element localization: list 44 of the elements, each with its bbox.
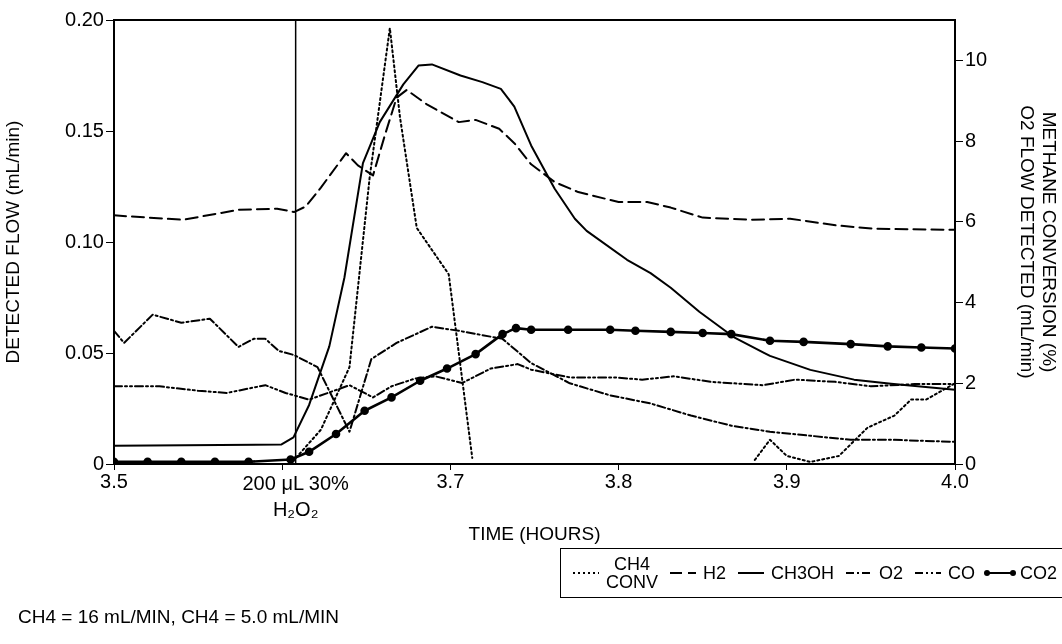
point: [765, 336, 775, 346]
point: [799, 337, 808, 347]
point: [442, 364, 452, 373]
legend-label: H2: [703, 563, 727, 583]
y2-axis-title: METHANE CONVERSION (%) O2 FLOW DETECTED (mL/min): [1016, 105, 1061, 379]
point: [846, 339, 856, 349]
y2-tick-label: 6: [965, 209, 977, 232]
point: [498, 329, 507, 339]
point: [286, 455, 295, 464]
legend-label: CH3OH: [771, 563, 835, 583]
point: [883, 342, 893, 351]
legend-label: CH4 CONV: [606, 554, 659, 592]
x-tick-label: 3.8: [604, 469, 633, 492]
ref-line-label: 200 μL 30% H₂O₂: [242, 471, 350, 520]
x-axis-title: TIME (HOURS): [468, 522, 601, 544]
y-tick-label: 0.05: [65, 340, 104, 363]
x-tick-label: 3.9: [772, 469, 801, 492]
y-tick-label: 0.10: [65, 229, 104, 252]
point: [526, 325, 536, 334]
y-axis-title: DETECTED FLOW (mL/min): [1, 120, 23, 364]
point: [631, 326, 640, 336]
point: [304, 447, 314, 457]
point: [331, 429, 341, 439]
point: [917, 343, 926, 352]
point: [387, 393, 396, 402]
y2-tick-label: 8: [965, 128, 977, 151]
y2-tick-label: 10: [965, 47, 988, 70]
point: [511, 323, 521, 333]
point: [244, 457, 253, 464]
y-tick-label: 0.20: [65, 7, 104, 30]
legend-label: CO2: [1020, 563, 1058, 583]
legend-label: O2: [879, 563, 904, 583]
x-tick-label: 3.7: [436, 469, 465, 492]
y2-tick-label: 2: [965, 370, 977, 393]
point: [563, 325, 573, 334]
point: [698, 328, 707, 338]
y2-tick-label: 4: [965, 290, 977, 313]
point: [471, 349, 480, 359]
text: CH4 = 16 mL/MIN, CH4 = 5.0 mL/MIN: [18, 606, 339, 628]
point: [605, 325, 615, 334]
y-tick-label: 0.15: [65, 118, 104, 141]
point: [360, 406, 369, 416]
point: [666, 327, 676, 337]
legend-label: CO: [948, 563, 976, 583]
